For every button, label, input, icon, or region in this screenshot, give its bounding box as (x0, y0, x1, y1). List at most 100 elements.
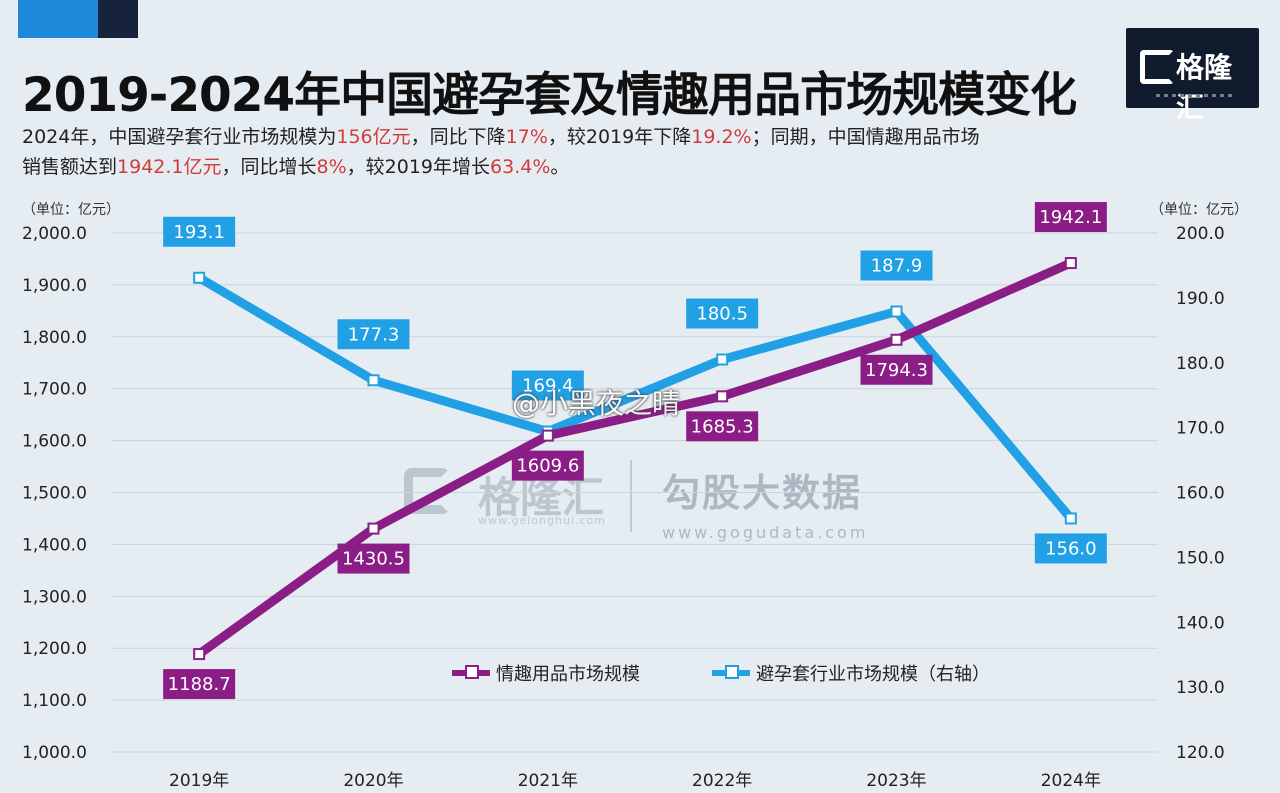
left-axis-tick-label: 1,700.0 (22, 380, 87, 400)
data-point-qingqu (716, 390, 729, 403)
data-point-biyuntao (890, 305, 903, 318)
legend-item-qingqu[interactable]: 情趣用品市场规模 (452, 660, 640, 686)
gelonghui-watermark: 格隆汇 www.gelonghui.com (404, 462, 606, 532)
left-axis-tick-label: 1,800.0 (22, 328, 87, 348)
left-axis-tick-label: 1,500.0 (22, 484, 87, 504)
data-label-box (163, 669, 236, 700)
gelonghui-logo: 格隆汇 (1126, 28, 1259, 124)
data-label-box (1034, 202, 1107, 233)
legend-item-biyuntao[interactable]: 避孕套行业市场规模（右轴） (712, 660, 990, 686)
data-label: 180.5 (696, 304, 748, 325)
left-axis-tick-label: 1,600.0 (22, 432, 87, 452)
summary-highlight-2-5: 63.4% (490, 156, 551, 178)
data-point-biyuntao (367, 374, 380, 387)
data-label-box (511, 370, 584, 401)
data-point-qingqu (1064, 257, 1077, 270)
right-axis-tick-label: 130.0 (1176, 678, 1225, 698)
watermark-name: 格隆汇 (478, 473, 605, 522)
watermark-divider (630, 460, 632, 532)
summary-segment-1-2: ，同比下降 (410, 126, 506, 148)
legend-swatch-blue (712, 665, 750, 679)
data-label-box (163, 216, 236, 247)
data-label-box (337, 543, 410, 574)
x-axis-tick-label: 2020年 (343, 771, 403, 791)
data-point-qingqu (367, 522, 380, 535)
right-axis-tick-label: 150.0 (1176, 548, 1225, 568)
left-axis-tick-label: 1,900.0 (22, 276, 87, 296)
weibo-watermark: @小黑夜之晴 (512, 387, 681, 420)
right-axis-tick-label: 190.0 (1176, 289, 1225, 309)
left-axis-tick-label: 1,400.0 (22, 535, 87, 555)
right-axis-tick-label: 140.0 (1176, 613, 1225, 633)
data-label: 1609.6 (516, 456, 579, 477)
right-axis-tick-label: 120.0 (1176, 743, 1225, 763)
data-point-qingqu (890, 333, 903, 346)
data-label-box (686, 411, 759, 442)
gogudata-url: www.gogudata.com (662, 523, 869, 542)
summary-line-1: 2024年，中国避孕套行业市场规模为156亿元，同比下降17%，较2019年下降… (22, 122, 1172, 152)
series-line-qingqu (194, 258, 1076, 659)
summary-segment-2-0: 销售额达到 (22, 156, 118, 178)
watermark-url: www.gelonghui.com (478, 514, 606, 527)
data-label: 187.9 (871, 255, 923, 276)
summary-segment-2-6: 。 (550, 156, 570, 178)
x-axis-tick-label: 2024年 (1041, 771, 1101, 791)
data-label: 177.3 (348, 324, 400, 345)
summary-segment-2-4: ，较2019年增长 (346, 156, 491, 178)
data-label-box (686, 298, 759, 329)
right-axis-tick-label: 180.0 (1176, 354, 1225, 374)
chart-title: 2019-2024年中国避孕套及情趣用品市场规模变化 (22, 68, 1077, 123)
summary-highlight-1-5: 19.2% (691, 126, 752, 148)
data-label: 1685.3 (691, 416, 754, 437)
left-axis-tick-label: 2,000.0 (22, 224, 87, 244)
left-axis-tick-label: 1,100.0 (22, 691, 87, 711)
legend-label-qingqu: 情趣用品市场规模 (496, 664, 640, 685)
data-label: 156.0 (1045, 538, 1097, 559)
left-axis-tick-label: 1,300.0 (22, 587, 87, 607)
summary-segment-1-6: ；同期，中国情趣用品市场 (751, 126, 980, 148)
right-axis-tick-label: 170.0 (1176, 419, 1225, 439)
summary-text: 2024年，中国避孕套行业市场规模为156亿元，同比下降17%，较2019年下降… (22, 122, 1172, 182)
x-axis-tick-label: 2023年 (866, 771, 926, 791)
data-label: 1942.1 (1039, 207, 1102, 228)
right-axis-tick-label: 200.0 (1176, 224, 1225, 244)
summary-line-2: 销售额达到1942.1亿元，同比增长8%，较2019年增长63.4%。 (22, 152, 1172, 182)
right-axis-tick-label: 160.0 (1176, 484, 1225, 504)
data-label-box (337, 319, 410, 350)
x-axis-tick-label: 2019年 (169, 771, 229, 791)
left-axis-tick-label: 1,200.0 (22, 639, 87, 659)
gelonghui-logo-icon (1140, 50, 1174, 84)
data-label: 1430.5 (342, 549, 405, 570)
left-axis-tick-label: 1,000.0 (22, 743, 87, 763)
summary-segment-1-0: 2024年，中国避孕套行业市场规模为 (22, 126, 337, 148)
data-label: 169.4 (522, 376, 574, 397)
summary-highlight-1-1: 156亿元 (336, 126, 411, 148)
x-axis-tick-label: 2022年 (692, 771, 752, 791)
summary-highlight-2-1: 1942.1亿元 (117, 156, 222, 178)
left-unit-label: （单位：亿元） (22, 202, 120, 218)
data-label: 1188.7 (168, 674, 231, 695)
data-point-qingqu (193, 648, 206, 661)
data-label: 193.1 (173, 222, 225, 243)
data-label-box (860, 250, 933, 281)
data-point-biyuntao (716, 353, 729, 366)
summary-highlight-2-3: 8% (316, 156, 347, 178)
right-unit-label: （单位：亿元） (1150, 202, 1248, 218)
data-label-box (511, 450, 584, 481)
data-point-biyuntao (193, 271, 206, 284)
summary-highlight-1-3: 17% (505, 126, 548, 148)
series-line-biyuntao (194, 273, 1076, 523)
gelonghui-watermark-icon (404, 468, 450, 514)
summary-segment-1-4: ，较2019年下降 (547, 126, 692, 148)
summary-segment-2-2: ，同比增长 (221, 156, 317, 178)
legend-swatch-purple (452, 665, 490, 679)
data-label: 1794.3 (865, 360, 928, 381)
data-point-qingqu (541, 429, 554, 442)
legend-label-biyuntao: 避孕套行业市场规模（右轴） (756, 664, 990, 685)
data-point-biyuntao (1064, 512, 1077, 525)
x-axis-tick-label: 2021年 (518, 771, 578, 791)
data-label-box (860, 354, 933, 385)
data-label-box (1034, 533, 1107, 564)
corner-tab-decoration (18, 0, 138, 38)
